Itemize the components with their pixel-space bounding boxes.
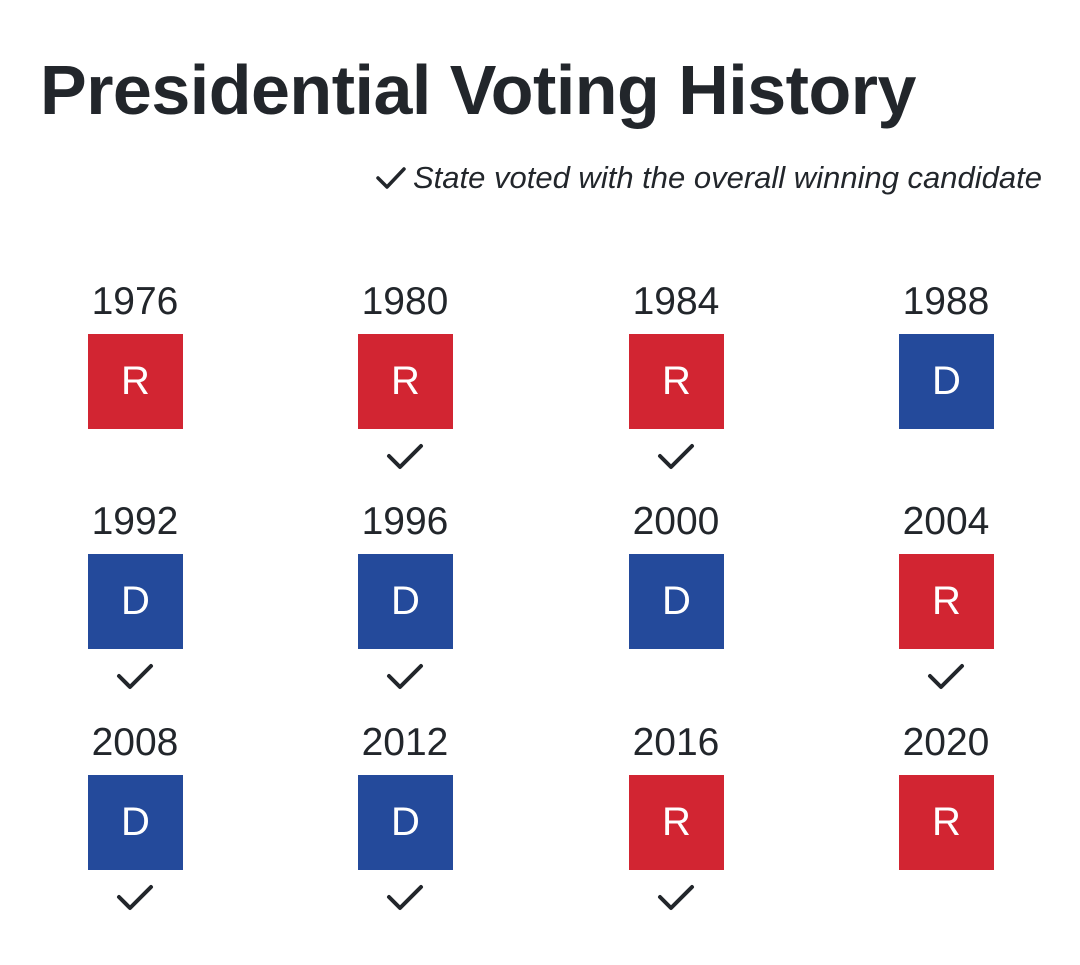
party-box-2008: D	[88, 775, 183, 870]
year-label: 1980	[361, 280, 449, 323]
year-label: 2000	[632, 500, 720, 543]
checkmark-icon	[658, 444, 694, 469]
year-label: 1976	[91, 280, 179, 323]
year-cell-2008: 2008 D	[55, 721, 215, 921]
year-label: 1996	[361, 500, 449, 543]
party-box-1988: D	[899, 334, 994, 429]
year-label: 1988	[902, 280, 990, 323]
checkmark-icon	[387, 885, 423, 910]
checkmark-icon	[117, 885, 153, 910]
legend-text: State voted with the overall winning can…	[412, 160, 1042, 195]
year-label: 2020	[902, 721, 990, 764]
checkmark-icon	[387, 664, 423, 689]
year-label: 2012	[361, 721, 449, 764]
party-box-1992: D	[88, 554, 183, 649]
year-label: 2016	[632, 721, 720, 764]
year-cell-2012: 2012 D	[325, 721, 485, 921]
party-box-2020: R	[899, 775, 994, 870]
year-label: 2008	[91, 721, 179, 764]
year-cell-1984: 1984 R	[596, 280, 756, 480]
year-cell-2000: 2000 D	[596, 500, 756, 700]
checkmark-icon	[117, 664, 153, 689]
year-cell-1992: 1992 D	[55, 500, 215, 700]
year-cell-2016: 2016 R	[596, 721, 756, 921]
legend: State voted with the overall winning can…	[375, 160, 1042, 196]
party-box-2000: D	[629, 554, 724, 649]
checkmark-icon	[928, 664, 964, 689]
checkmark-icon	[387, 444, 423, 469]
year-cell-1988: 1988 D	[866, 280, 1026, 480]
checkmark-icon	[376, 167, 406, 189]
page-title: Presidential Voting History	[40, 51, 916, 129]
party-box-2012: D	[358, 775, 453, 870]
year-label: 1992	[91, 500, 179, 543]
checkmark-icon	[658, 885, 694, 910]
year-cell-2020: 2020 R	[866, 721, 1026, 921]
year-label: 1984	[632, 280, 720, 323]
party-box-2004: R	[899, 554, 994, 649]
year-label: 2004	[902, 500, 990, 543]
year-cell-1976: 1976 R	[55, 280, 215, 480]
party-box-2016: R	[629, 775, 724, 870]
year-cell-2004: 2004 R	[866, 500, 1026, 700]
party-box-1984: R	[629, 334, 724, 429]
party-box-1996: D	[358, 554, 453, 649]
year-cell-1980: 1980 R	[325, 280, 485, 480]
party-box-1976: R	[88, 334, 183, 429]
year-cell-1996: 1996 D	[325, 500, 485, 700]
party-box-1980: R	[358, 334, 453, 429]
